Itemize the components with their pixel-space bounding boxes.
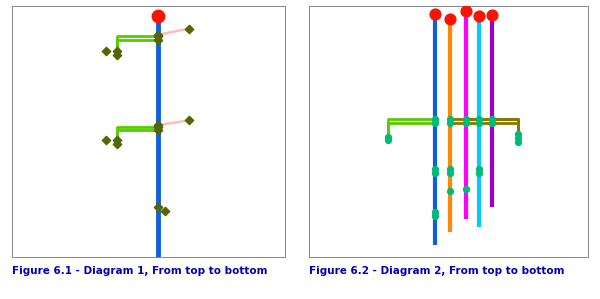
Point <box>487 117 497 121</box>
Point <box>446 120 455 125</box>
Point <box>475 120 484 125</box>
Point <box>430 117 439 121</box>
Point <box>160 208 170 213</box>
Point <box>153 123 163 128</box>
Point <box>446 188 455 193</box>
Point <box>430 167 439 172</box>
Point <box>475 167 484 172</box>
Point <box>185 26 194 31</box>
Point <box>461 120 471 125</box>
Point <box>153 34 163 39</box>
Point <box>430 11 439 16</box>
Point <box>153 14 163 19</box>
Point <box>112 53 121 57</box>
Text: Figure 6.2 - Diagram 2, From top to bottom: Figure 6.2 - Diagram 2, From top to bott… <box>309 266 565 276</box>
Point <box>487 120 497 125</box>
Point <box>475 14 484 19</box>
Point <box>430 120 439 125</box>
Point <box>514 132 523 136</box>
Point <box>461 117 471 121</box>
Point <box>446 117 455 121</box>
Point <box>514 139 523 144</box>
Point <box>446 171 455 176</box>
Point <box>153 128 163 133</box>
Point <box>487 12 497 17</box>
Point <box>430 213 439 218</box>
Point <box>461 187 471 192</box>
Point <box>475 117 484 121</box>
Point <box>153 124 163 129</box>
Point <box>446 167 455 172</box>
Point <box>383 138 393 143</box>
Point <box>185 118 194 123</box>
Point <box>112 142 121 147</box>
Point <box>153 205 163 209</box>
Point <box>514 135 523 140</box>
Point <box>101 49 110 54</box>
Point <box>383 134 393 139</box>
Point <box>101 138 110 143</box>
Point <box>446 16 455 21</box>
Point <box>461 9 471 13</box>
Text: Figure 6.1 - Diagram 1, From top to bottom: Figure 6.1 - Diagram 1, From top to bott… <box>12 266 268 276</box>
Point <box>112 138 121 143</box>
Point <box>112 49 121 54</box>
Point <box>153 33 163 37</box>
Point <box>430 210 439 214</box>
Point <box>430 171 439 176</box>
Point <box>153 37 163 42</box>
Point <box>475 171 484 176</box>
